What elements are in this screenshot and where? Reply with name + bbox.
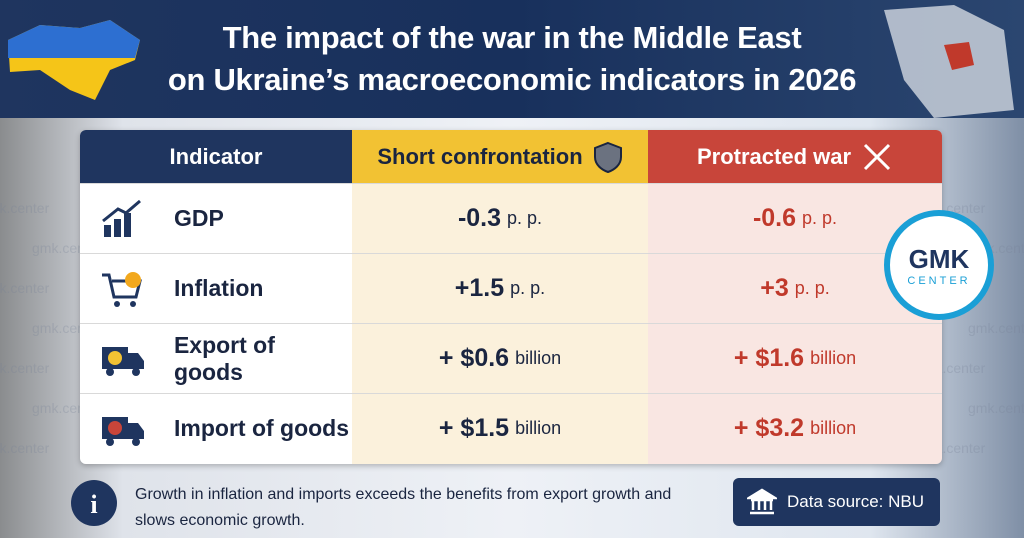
indicator: GDP [174, 205, 224, 231]
watermark: gmk.center [0, 200, 50, 216]
unit: p. p. [510, 278, 546, 298]
short-cell: +1.5 p. p. [352, 254, 648, 323]
value: +3 [760, 274, 789, 302]
protracted-cell: + $1.6 billion [648, 324, 942, 393]
row-icon [102, 416, 144, 446]
protracted-cell: + $3.2 billion [648, 394, 942, 463]
logo: GMK CENTER [884, 210, 994, 320]
unit: billion [515, 348, 562, 368]
watermark: gmk.center [0, 360, 50, 376]
table-row: Import of goods + $1.5 billion + $3.2 billio… [80, 393, 942, 463]
swords-icon [863, 143, 891, 170]
unit: p. p. [794, 278, 830, 298]
unit: billion [810, 348, 857, 368]
unit: p. p. [802, 208, 838, 228]
unit: billion [515, 418, 562, 438]
short-cell: + $0.6 billion [352, 324, 648, 393]
middle-east-map [884, 5, 1014, 118]
svg-text:i: i [90, 490, 97, 519]
column-header: Short confrontation [352, 130, 648, 183]
indicator-cell: Import of goods [100, 394, 350, 463]
column-header-text: Protracted war [696, 143, 852, 169]
value: -0.3 [457, 204, 502, 232]
watermark: gmk.center [0, 280, 50, 296]
short-cell: -0.3 p. p. [352, 184, 648, 253]
value: -0.6 [752, 204, 797, 232]
row-icon [102, 271, 142, 307]
logo-top: GMK [908, 244, 970, 274]
indicator: Import of goods [174, 415, 350, 441]
protracted-cell: -0.6 p. p. [648, 184, 942, 253]
column-header: Protracted war [648, 130, 942, 183]
unit: p. p. [507, 208, 543, 228]
value: +1.5 [454, 274, 505, 302]
watermark: gmk.center [0, 440, 50, 456]
indicator-cell: Inflation [100, 254, 350, 323]
value: + $3.2 [733, 414, 805, 442]
note: Growth in inflation and imports exceeds … [135, 486, 672, 529]
bank-icon [747, 488, 777, 515]
table: Indicator Short confrontation Protracted… [80, 130, 942, 464]
title-banner: The impact of the war in the Middle East… [0, 0, 1024, 118]
title-line: on Ukraine’s macroeconomic indicators in… [167, 62, 857, 97]
value: + $0.6 [438, 344, 510, 372]
unit: billion [810, 418, 857, 438]
info-icon: i [71, 480, 117, 526]
value: + $1.5 [438, 414, 510, 442]
title-line: The impact of the war in the Middle East [222, 20, 802, 55]
indicator: Export of goods [173, 331, 275, 385]
indicator-cell: Export of goods [100, 324, 350, 393]
indicator: Inflation [174, 275, 264, 301]
source: Data source: NBU [787, 492, 924, 511]
table-row: Inflation +1.5 p. p. +3 p. p. [80, 253, 942, 323]
indicator-cell: GDP [100, 184, 350, 253]
protracted-cell: +3 p. p. [648, 254, 942, 323]
table-row: GDP -0.3 p. p. -0.6 p. p. [80, 183, 942, 253]
ukraine-map [8, 20, 140, 100]
row-icon [102, 346, 144, 376]
source-box: Data source: NBU [733, 478, 940, 526]
short-cell: + $1.5 billion [352, 394, 648, 463]
table-row: Export of goods + $0.6 billion + $1.6 billio… [80, 323, 942, 393]
row-icon [102, 199, 141, 237]
shield-icon [593, 141, 622, 173]
column-header: Indicator [80, 130, 352, 183]
column-header-text: Short confrontation [377, 143, 583, 169]
watermark: gmk.center [968, 320, 1024, 336]
watermark: gmk.center [968, 400, 1024, 416]
logo-bottom: CENTER [907, 275, 971, 287]
value: + $1.6 [733, 344, 805, 372]
